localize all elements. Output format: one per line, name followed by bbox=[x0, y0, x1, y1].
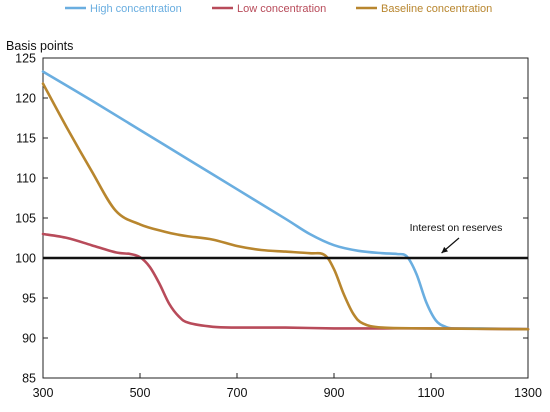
y-tick-label: 115 bbox=[16, 132, 36, 146]
y-tick-label: 100 bbox=[15, 252, 36, 266]
x-tick-label: 1300 bbox=[514, 386, 542, 400]
x-tick-label: 700 bbox=[227, 386, 248, 400]
y-tick-label: 85 bbox=[22, 372, 36, 386]
legend: High concentration Low concentration Basel… bbox=[65, 3, 492, 15]
y-tick-label: 105 bbox=[15, 212, 36, 226]
legend-label-baseline-concentration: Baseline concentration bbox=[381, 3, 492, 15]
x-tick-label: 300 bbox=[33, 386, 54, 400]
y-tick-label: 90 bbox=[22, 332, 36, 346]
legend-label-high-concentration: High concentration bbox=[90, 3, 182, 15]
x-tick-label: 1100 bbox=[418, 386, 445, 400]
plot-area: 85 90 95 100 105 110 115 120 125 300 500 700 900 1100… bbox=[15, 52, 542, 401]
y-tick-label: 125 bbox=[15, 52, 36, 66]
y-tick-label: 110 bbox=[16, 172, 36, 186]
series-line-baseline-concentration bbox=[41, 82, 530, 331]
legend-label-low-concentration: Low concentration bbox=[237, 3, 326, 15]
series-line-low-concentration bbox=[41, 232, 530, 331]
y-tick-label: 120 bbox=[15, 92, 36, 106]
y-axis-label: Basis points bbox=[6, 39, 73, 53]
annotation-arrowhead bbox=[441, 246, 449, 253]
y-tick-label: 95 bbox=[22, 292, 36, 306]
x-tick-label: 500 bbox=[130, 386, 151, 400]
annotation-label: Interest on reserves bbox=[410, 222, 503, 234]
series-line-high-concentration bbox=[41, 70, 530, 331]
x-tick-label: 900 bbox=[324, 386, 345, 400]
